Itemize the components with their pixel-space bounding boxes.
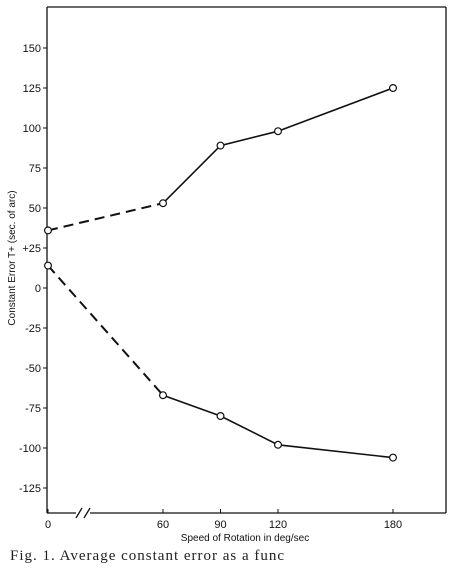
x-tick-label: 60 [157,519,169,531]
axis-break-mark [75,507,83,519]
y-tick-label: 125 [23,83,41,95]
x-axis-title: Speed of Rotation in deg/sec [181,533,309,544]
figure-caption: Fig. 1. Average constant error as a func [10,548,286,564]
x-tick-label: 90 [214,519,226,531]
y-tick-label: 150 [23,43,41,55]
y-tick-label: -75 [25,403,41,415]
y-tick-label: +25 [22,243,41,255]
series-dashed-segment [47,202,164,232]
y-tick-label: 75 [29,163,41,175]
series-dashed-segment [47,264,164,396]
y-tick-label: -25 [25,323,41,335]
y-tick-label: 100 [23,123,41,135]
y-axis-ticks: 150 125 100 75 50 +25 0 -25 -50 -75 -100 -125 [19,43,47,495]
y-tick-label: 0 [35,283,41,295]
data-point [274,440,283,449]
axis-break-mark [83,507,91,519]
x-tick-label: 120 [269,519,287,531]
x-tick-label: 180 [384,519,402,531]
x-tick-label: 0 [45,519,51,531]
data-point [159,391,168,400]
data-point [159,199,168,208]
y-tick-label: -100 [19,443,41,455]
series-line [162,394,394,459]
data-point [43,261,52,270]
data-point [274,127,283,136]
plot-frame [46,6,447,519]
data-point [43,226,52,235]
data-point [389,453,398,462]
series-line [162,87,394,204]
data-point [216,141,225,150]
y-axis-title: Constant Error T+ (sec. of arc) [7,190,18,325]
y-tick-label: -50 [25,363,41,375]
data-point [216,412,225,421]
y-tick-label: 50 [29,203,41,215]
series-layer [43,83,398,462]
y-tick-label: -125 [19,483,41,495]
series-2 [43,261,398,462]
series-1 [43,83,398,235]
data-point [389,83,398,92]
x-axis-ticks: 0 60 90 120 180 [45,509,402,531]
